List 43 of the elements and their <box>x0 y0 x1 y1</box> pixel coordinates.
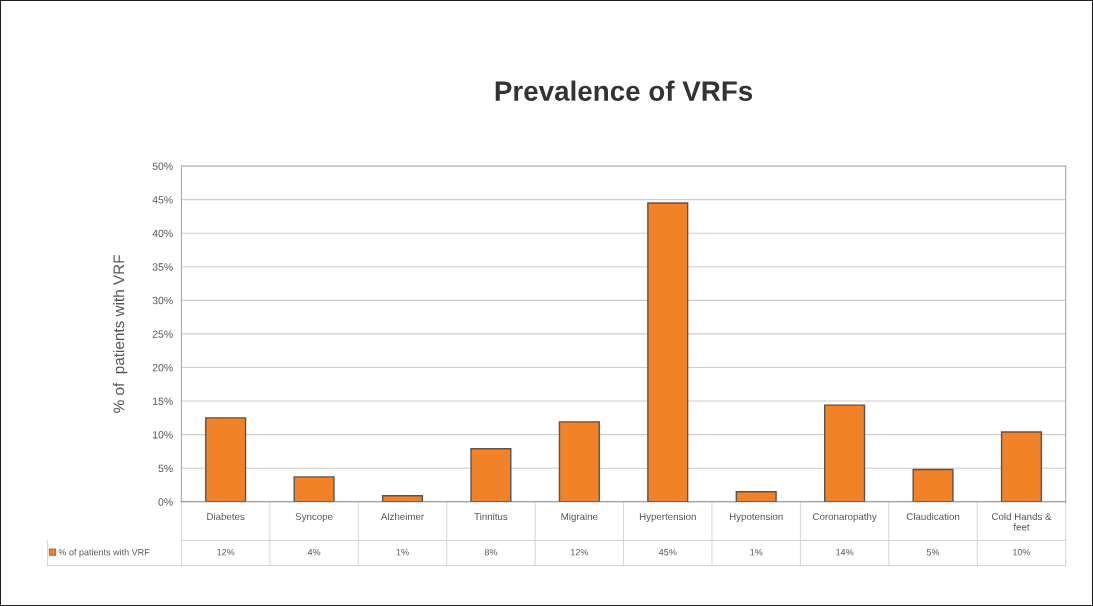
data-label: 12% <box>217 549 235 556</box>
y-tick-label: 15% <box>153 397 173 405</box>
data-label: 12% <box>571 549 589 556</box>
data-label: 14% <box>836 549 854 556</box>
y-tick-label: 35% <box>152 263 173 271</box>
y-tick-label: 45% <box>152 196 173 204</box>
y-tick-label: 40% <box>152 229 173 238</box>
y-tick-label: 25% <box>152 330 173 338</box>
bar <box>470 448 512 502</box>
x-tick-label: Syncope <box>295 513 333 522</box>
data-label: 5% <box>926 549 940 556</box>
data-label: 10% <box>1013 549 1031 556</box>
x-tick-label: Hypotension <box>729 512 783 522</box>
x-tick-label: Claudication <box>906 512 960 521</box>
x-tick-label: Migraine <box>561 512 598 522</box>
data-label: 4% <box>307 549 321 556</box>
bar <box>735 491 777 502</box>
y-tick-label: 50% <box>152 162 173 170</box>
y-tick-label: 20% <box>152 363 173 372</box>
data-label: 45% <box>658 549 677 556</box>
data-label: 1% <box>396 549 409 556</box>
y-tick-label: 5% <box>158 464 173 473</box>
y-tick-label: 30% <box>152 296 173 305</box>
bar <box>1000 431 1043 502</box>
y-tick-label: 0% <box>158 498 173 506</box>
bar <box>647 202 689 502</box>
legend-label: % of patients with VRF <box>58 548 150 558</box>
x-tick-label: Diabetes <box>207 512 245 521</box>
bar <box>912 468 954 502</box>
x-tick-label: Coronaropathy <box>812 512 877 522</box>
x-tick-label: Cold Hands & feet <box>991 512 1052 531</box>
x-tick-label: Alzheimer <box>380 512 424 521</box>
bar <box>558 421 600 502</box>
x-tick-label: Tinnitus <box>474 512 508 521</box>
bar <box>824 404 866 502</box>
y-tick-label: 10% <box>153 431 173 439</box>
x-tick-label: Hypertension <box>639 512 696 522</box>
bar <box>293 476 335 502</box>
data-label: 8% <box>484 549 498 556</box>
bar <box>205 417 247 502</box>
y-axis-title: % of patients with VRF <box>113 255 128 413</box>
chart-title: Prevalence of VRFs <box>495 80 753 101</box>
data-label: 1% <box>750 549 763 556</box>
